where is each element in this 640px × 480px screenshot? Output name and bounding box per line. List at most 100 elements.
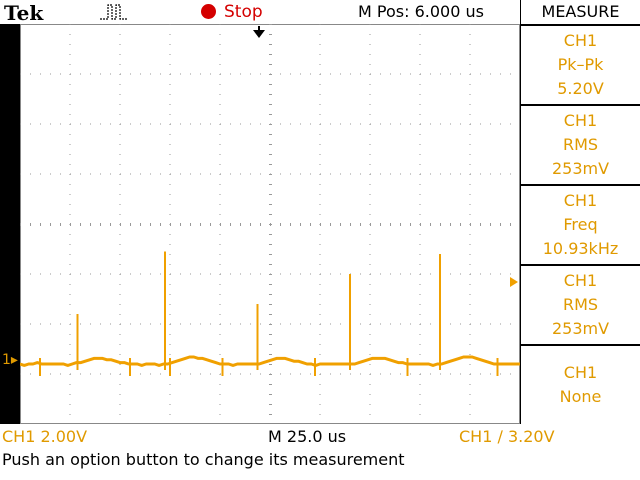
center-tick <box>430 223 431 226</box>
graticule-dot <box>119 294 121 295</box>
graticule-dot <box>320 73 321 75</box>
graticule-dot <box>320 173 321 175</box>
graticule-dot <box>69 184 71 185</box>
graticule-dot <box>219 64 221 65</box>
graticule-dot <box>369 154 371 155</box>
graticule-dot <box>219 54 221 55</box>
graticule-dot <box>390 373 391 375</box>
trigger-position-arrow <box>253 30 265 38</box>
graticule-dot <box>400 323 401 325</box>
center-tick <box>30 223 31 226</box>
graticule-dot <box>180 73 181 75</box>
graticule-dot <box>119 54 121 55</box>
graticule-dot <box>219 34 221 35</box>
slot-type: None <box>559 387 602 406</box>
graticule-dot <box>69 264 71 265</box>
graticule-dot <box>310 323 311 325</box>
waveform-display <box>20 24 520 424</box>
graticule-dot <box>69 24 71 25</box>
graticule-dot <box>480 73 481 75</box>
graticule-dot <box>469 134 471 135</box>
graticule-dot <box>100 323 101 325</box>
graticule-dot <box>319 144 321 145</box>
graticule-dot <box>369 204 371 205</box>
graticule-dot <box>319 254 321 255</box>
graticule-dot <box>369 404 371 405</box>
graticule-dot <box>469 204 471 205</box>
graticule-dot <box>469 254 471 255</box>
center-tick <box>180 223 181 226</box>
graticule-dot <box>119 144 121 145</box>
graticule-dot <box>200 73 201 75</box>
graticule-dot <box>430 373 431 375</box>
graticule-dot <box>240 123 241 125</box>
center-tick <box>269 264 272 265</box>
graticule-dot <box>119 394 121 395</box>
graticule-dot <box>60 273 61 275</box>
center-tick <box>269 24 272 25</box>
graticule-dot <box>100 273 101 275</box>
graticule-dot <box>200 273 201 275</box>
measurement-slot-2[interactable]: CH1 RMS 253mV <box>521 106 640 184</box>
graticule-dot <box>169 394 171 395</box>
graticule-dot <box>390 73 391 75</box>
graticule-dot <box>440 373 441 375</box>
measurement-slot-1[interactable]: CH1 Pk–Pk 5.20V <box>521 26 640 104</box>
ch1-ground-label: 1 <box>2 352 11 368</box>
graticule-dot <box>369 184 371 185</box>
center-tick <box>269 244 272 245</box>
slot-type: Pk–Pk <box>557 55 604 74</box>
graticule-dot <box>319 214 321 215</box>
graticule-dot <box>490 323 491 325</box>
graticule-dot <box>30 73 31 75</box>
center-tick <box>269 44 272 45</box>
graticule-dot <box>20 173 21 175</box>
graticule-dot <box>460 73 461 75</box>
graticule-dot <box>130 73 131 75</box>
graticule-dot <box>319 404 321 405</box>
graticule-dot <box>219 344 221 345</box>
graticule-dot <box>69 144 71 145</box>
acquisition-state: Stop <box>224 2 263 22</box>
measurement-slot-5[interactable]: CH1 None <box>521 346 640 424</box>
graticule-dot <box>420 173 421 175</box>
graticule-dot <box>210 273 211 275</box>
graticule-dot <box>119 404 121 405</box>
graticule-dot <box>70 273 71 275</box>
graticule-dot <box>419 314 421 315</box>
graticule-dot <box>369 144 371 145</box>
graticule-dot <box>220 173 221 175</box>
graticule-dot <box>320 323 321 325</box>
graticule-dot <box>219 284 221 285</box>
graticule-dot <box>419 184 421 185</box>
graticule-dot <box>90 123 91 125</box>
slot-value: 10.93kHz <box>542 239 619 258</box>
graticule-dot <box>310 123 311 125</box>
timebase-readout: M 25.0 us <box>268 427 347 446</box>
graticule-dot <box>369 44 371 45</box>
graticule-dot <box>469 114 471 115</box>
graticule-dot <box>160 73 161 75</box>
graticule-dot <box>369 34 371 35</box>
graticule-dot <box>419 164 421 165</box>
measurement-slot-4[interactable]: CH1 RMS 253mV <box>521 266 640 344</box>
graticule-dot <box>119 44 121 45</box>
graticule-dot <box>370 323 371 325</box>
center-tick <box>269 354 272 355</box>
graticule-dot <box>30 373 31 375</box>
center-tick <box>269 394 272 395</box>
graticule-dot <box>380 73 381 75</box>
graticule-dot <box>20 323 21 325</box>
graticule-dot <box>219 414 221 415</box>
graticule-dot <box>319 154 321 155</box>
graticule-dot <box>119 354 121 355</box>
graticule-dot <box>69 354 71 355</box>
measurement-slot-3[interactable]: CH1 Freq 10.93kHz <box>521 186 640 264</box>
graticule-dot <box>469 364 471 365</box>
graticule-dot <box>120 173 121 175</box>
graticule-dot <box>190 73 191 75</box>
graticule-dot <box>369 104 371 105</box>
graticule-dot <box>440 73 441 75</box>
center-tick <box>140 223 141 226</box>
waveform-trace <box>20 355 520 367</box>
